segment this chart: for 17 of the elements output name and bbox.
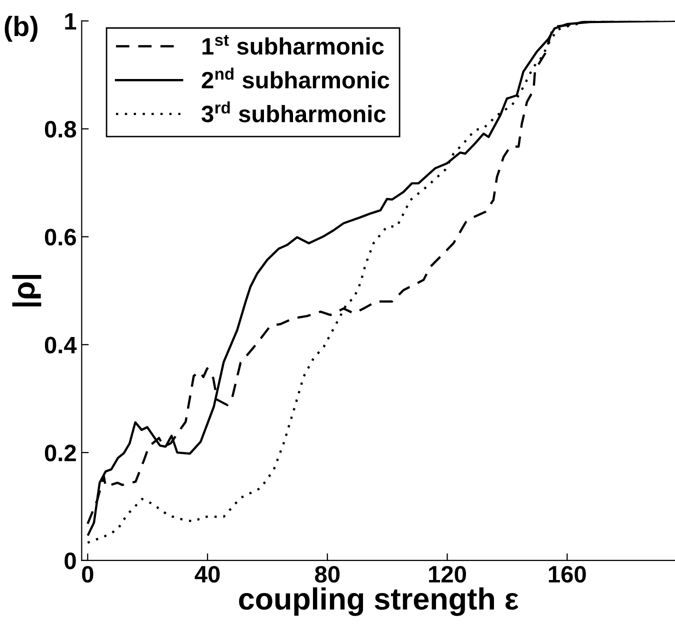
y-axis-title: |ρ| xyxy=(12,275,42,306)
legend-label: 1$^{st}$ subharmonic xyxy=(202,34,384,55)
y-tick-label: 0.2 xyxy=(44,444,76,462)
x-tick-label: 80 xyxy=(315,566,340,583)
text: (b) xyxy=(4,16,38,42)
legend-label: 3$^{rd}$ subharmonic xyxy=(202,101,386,122)
x-axis-title: coupling strength ε xyxy=(239,587,518,616)
x-tick-label: 160 xyxy=(548,566,586,583)
y-tick-label: 0.8 xyxy=(44,120,76,138)
x-tick-label: 0 xyxy=(82,566,94,583)
x-tick-label: 120 xyxy=(429,566,466,583)
x-tick-label: 40 xyxy=(194,566,220,583)
y-tick-label: 0.6 xyxy=(44,228,76,246)
y-tick-label: 1 xyxy=(65,13,76,30)
legend-label: 2$^{nd}$ subharmonic xyxy=(202,68,390,89)
y-tick-label: 0.4 xyxy=(44,336,77,354)
y-tick-label: 0 xyxy=(64,552,76,570)
